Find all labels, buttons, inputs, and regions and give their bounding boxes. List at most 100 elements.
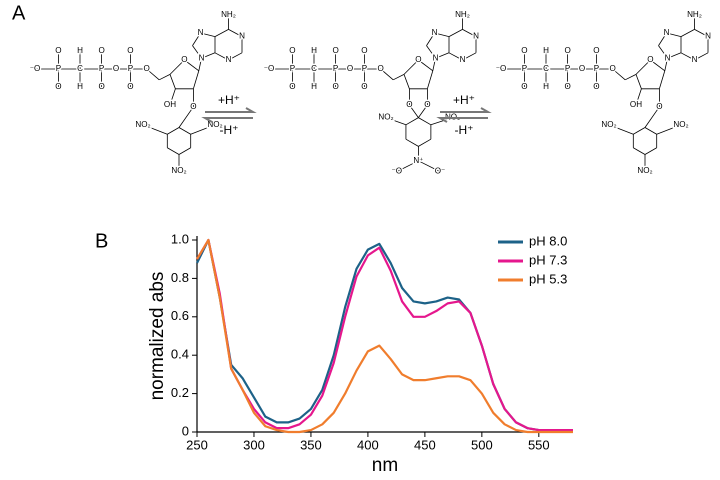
bond <box>666 32 682 37</box>
series-line <box>196 238 573 432</box>
atom-label: O <box>289 82 295 91</box>
bond <box>633 127 646 135</box>
bond <box>142 124 168 135</box>
atom-label: O <box>181 55 187 64</box>
bond <box>380 68 394 81</box>
series-line <box>196 238 573 434</box>
bond <box>192 45 202 59</box>
atom-label: N <box>692 55 698 64</box>
atom-label: P <box>128 64 133 73</box>
atom-label: NO₂ <box>601 120 616 129</box>
bond <box>435 52 450 59</box>
atom-label: H <box>311 46 317 55</box>
bond <box>184 59 200 72</box>
atom-label: P <box>362 64 367 73</box>
bond <box>635 59 651 75</box>
atom-label: NO₂ <box>637 166 652 175</box>
bond <box>169 59 185 75</box>
bond <box>462 29 477 37</box>
panel-label: B <box>95 230 108 252</box>
arrow-label: -H⁺ <box>220 123 239 137</box>
bond <box>403 74 410 89</box>
atom-label: O <box>332 46 338 55</box>
bond <box>650 59 666 72</box>
atom-label: O <box>113 64 119 73</box>
atom-label: P <box>290 64 295 73</box>
atom-label: O <box>593 46 599 55</box>
bond <box>427 70 434 89</box>
atom-label: O <box>521 82 527 91</box>
bond <box>201 52 216 59</box>
atom-label: O <box>190 102 196 111</box>
atom-label: ⁻O <box>30 64 41 73</box>
bond <box>608 124 634 135</box>
equilibrium-arrow: +H⁺ -H⁺ <box>436 93 492 137</box>
atom-label: ⁻O <box>264 64 275 73</box>
bond <box>462 52 477 61</box>
bond <box>409 104 419 118</box>
bond <box>664 58 668 71</box>
bond <box>167 147 180 155</box>
arrow-label: +H⁺ <box>218 93 240 107</box>
bond <box>159 74 171 81</box>
arrow <box>205 107 257 113</box>
atom-label: O <box>424 100 430 109</box>
arrow <box>436 117 488 123</box>
x-tick-label: 550 <box>528 437 550 452</box>
panel-label: A <box>12 2 26 24</box>
bond <box>403 59 419 75</box>
atom-label: P <box>99 64 104 73</box>
bond <box>448 29 463 37</box>
bond <box>178 127 191 135</box>
atom-label: H <box>311 82 317 91</box>
bond <box>659 70 666 89</box>
bond <box>658 32 667 46</box>
x-tick-label: 450 <box>414 437 436 452</box>
bond <box>146 68 160 81</box>
bond <box>200 32 216 37</box>
atom-label: H <box>543 82 549 91</box>
bond <box>418 59 434 72</box>
atom-label: O <box>289 46 295 55</box>
arrow-label: +H⁺ <box>453 93 475 107</box>
atom-label: N <box>198 28 204 37</box>
atom-label: O <box>361 46 367 55</box>
atom-label: P <box>522 64 527 73</box>
bond <box>644 106 660 128</box>
atom-label: N <box>473 32 479 41</box>
atom-label: NO₂ <box>171 166 186 175</box>
atom-label: O <box>361 82 367 91</box>
bond <box>635 74 642 89</box>
atom-label: NO₂ <box>378 113 393 122</box>
atom-label: NH₂ <box>455 10 470 19</box>
atom-label: N <box>665 53 671 62</box>
arrow <box>201 117 253 123</box>
bond <box>426 32 435 46</box>
atom-label: O <box>609 64 615 73</box>
equilibrium-arrow: +H⁺ -H⁺ <box>201 93 257 137</box>
bond <box>405 117 419 126</box>
x-tick-label: 400 <box>357 437 379 452</box>
bond <box>644 147 657 155</box>
bond <box>405 138 419 147</box>
atom-label: O <box>521 46 527 55</box>
y-tick-label: 0.2 <box>171 385 189 400</box>
bond <box>644 127 657 135</box>
atom-label: NO₂ <box>673 120 688 129</box>
atom-label: N <box>199 53 205 62</box>
atom-label: ⁻O <box>496 64 507 73</box>
atom-label: H <box>77 82 83 91</box>
atom-label: O <box>127 46 133 55</box>
atom-label: O <box>564 82 570 91</box>
bond <box>680 52 695 61</box>
atom-label: P <box>565 64 570 73</box>
bond <box>434 32 450 37</box>
bond <box>633 147 646 155</box>
atom-label: H <box>543 46 549 55</box>
bond <box>228 52 243 61</box>
atom-label: N <box>460 55 466 64</box>
bond <box>418 138 432 147</box>
